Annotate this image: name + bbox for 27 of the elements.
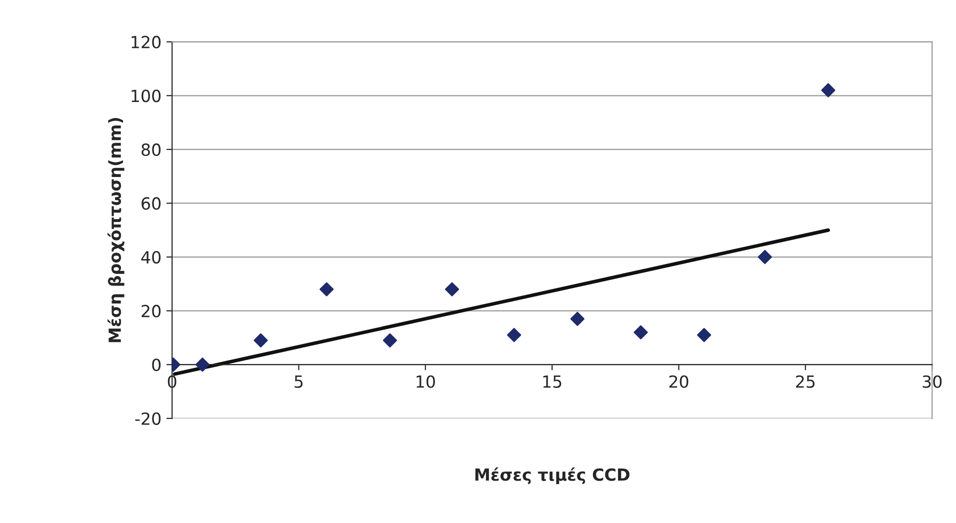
point (697, 328, 712, 342)
y-tick-label: 40 (141, 250, 161, 264)
y-tick-label: 60 (142, 197, 161, 210)
y-tick-label: 80 (142, 143, 161, 156)
point (254, 333, 268, 348)
x-tick-label: 15 (543, 376, 562, 388)
point (382, 333, 398, 348)
point (821, 83, 836, 98)
point (320, 282, 334, 296)
x-tick-label: 30 (922, 375, 942, 388)
point (507, 328, 522, 342)
point (195, 358, 210, 372)
y-axis-title: Μέση βροχόπτωση(mm) (108, 118, 124, 342)
y-tick-label: 20 (142, 304, 161, 318)
x-tick-label: 5 (294, 376, 303, 388)
x-tick-label: 25 (796, 375, 815, 388)
x-axis-title: Μέσες τιμές CCD (475, 467, 630, 484)
x-tick-label: 10 (416, 375, 435, 388)
x-tick-label: 20 (669, 375, 688, 388)
point (634, 325, 648, 340)
point (444, 282, 460, 296)
y-tick-label: 120 (132, 36, 161, 48)
y-tick-label: 100 (132, 90, 161, 102)
y-tick-label: -20 (135, 412, 161, 425)
point (758, 250, 772, 264)
point (570, 312, 584, 326)
y-tick-label: 0 (152, 358, 161, 372)
